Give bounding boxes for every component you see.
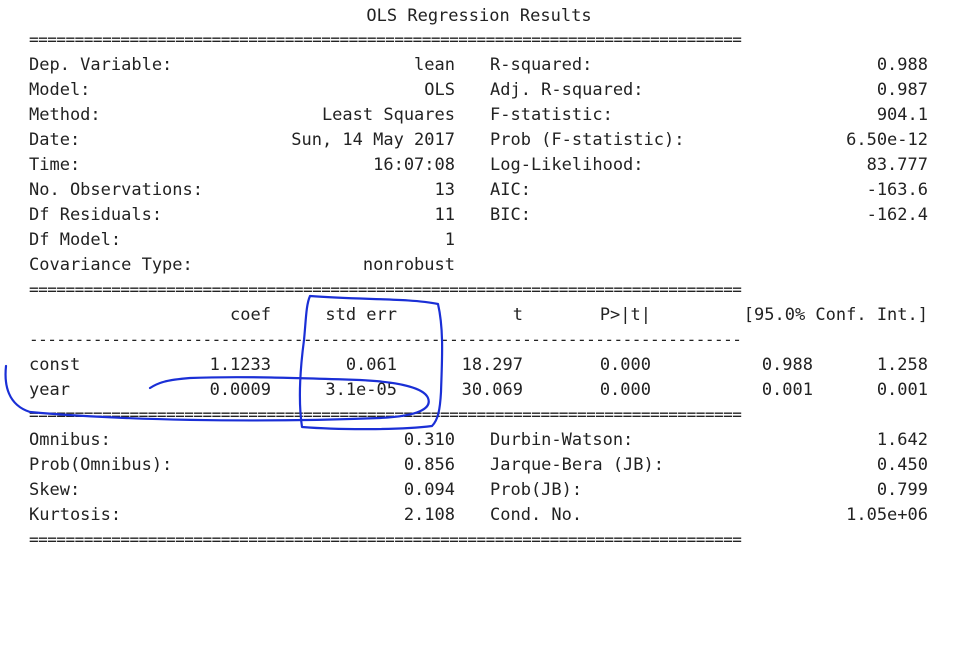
variable-name: year	[29, 380, 70, 400]
summary-stat-value: -162.4	[866, 205, 928, 225]
table-row: year 0.0009 3.1e-05 30.069 0.000 0.001 0…	[0, 378, 971, 403]
diagnostic-label: Kurtosis:	[29, 505, 122, 525]
summary-value: 1	[444, 230, 455, 250]
summary-row: Df Model: 1	[0, 228, 971, 253]
summary-value: 13	[434, 180, 455, 200]
p-value: 0.000	[599, 355, 651, 375]
diagnostic-stat-value: 1.642	[876, 430, 928, 450]
diagnostic-row: Skew: 0.094 Prob(JB): 0.799	[0, 478, 971, 503]
summary-stat-value: 0.987	[876, 80, 928, 100]
coef-header: coef	[230, 305, 271, 325]
summary-stat-value: 6.50e-12	[846, 130, 928, 150]
results-title: OLS Regression Results	[366, 6, 592, 26]
diagnostic-row: Kurtosis: 2.108 Cond. No. 1.05e+06	[0, 503, 971, 528]
summary-row: Df Residuals: 11 BIC: -162.4	[0, 203, 971, 228]
summary-stat-label: Prob (F-statistic):	[490, 130, 685, 150]
summary-value: 11	[434, 205, 455, 225]
summary-value: Sun, 14 May 2017	[291, 130, 455, 150]
diagnostic-stat-value: 0.450	[876, 455, 928, 475]
diagnostic-stat-label: Jarque-Bera (JB):	[490, 455, 664, 475]
diagnostic-stat-label: Durbin-Watson:	[490, 430, 634, 450]
summary-value: lean	[414, 55, 455, 75]
summary-label: Time:	[29, 155, 81, 175]
summary-row: Model: OLS Adj. R-squared: 0.987	[0, 78, 971, 103]
diagnostic-value: 2.108	[403, 505, 455, 525]
ci-high-value: 0.001	[876, 380, 928, 400]
summary-stat-value: 0.988	[876, 55, 928, 75]
diagnostic-value: 0.856	[403, 455, 455, 475]
diagnostic-label: Omnibus:	[29, 430, 111, 450]
variable-name: const	[29, 355, 81, 375]
summary-label: Df Model:	[29, 230, 122, 250]
t-header: t	[512, 305, 523, 325]
summary-value: nonrobust	[362, 255, 455, 275]
std-err-value: 0.061	[345, 355, 397, 375]
summary-stat-label: Log-Likelihood:	[490, 155, 644, 175]
coef-value: 0.0009	[209, 380, 271, 400]
summary-label: Dep. Variable:	[29, 55, 173, 75]
diagnostic-row: Omnibus: 0.310 Durbin-Watson: 1.642	[0, 428, 971, 453]
diagnostic-label: Prob(Omnibus):	[29, 455, 173, 475]
coef-header-row: coef std err t P>|t| [95.0% Conf. Int.]	[0, 303, 971, 328]
summary-row: Date: Sun, 14 May 2017 Prob (F-statistic…	[0, 128, 971, 153]
diagnostic-value: 0.094	[403, 480, 455, 500]
summary-value: 16:07:08	[373, 155, 455, 175]
ci-low-value: 0.988	[761, 355, 813, 375]
summary-value: Least Squares	[321, 105, 455, 125]
summary-stat-label: BIC:	[490, 205, 531, 225]
summary-row: No. Observations: 13 AIC: -163.6	[0, 178, 971, 203]
table-row: const 1.1233 0.061 18.297 0.000 0.988 1.…	[0, 353, 971, 378]
summary-row: Covariance Type: nonrobust	[0, 253, 971, 278]
std-err-header: std err	[325, 305, 397, 325]
summary-label: Date:	[29, 130, 81, 150]
coef-value: 1.1233	[209, 355, 271, 375]
diagnostic-value: 0.310	[403, 430, 455, 450]
summary-row: Dep. Variable: lean R-squared: 0.988	[0, 53, 971, 78]
summary-stat-value: 83.777	[866, 155, 928, 175]
diagnostic-stat-label: Prob(JB):	[490, 480, 583, 500]
summary-row: Time: 16:07:08 Log-Likelihood: 83.777	[0, 153, 971, 178]
summary-value: OLS	[424, 80, 455, 100]
ci-high-value: 1.258	[876, 355, 928, 375]
double-rule-bottom: ========================================…	[29, 533, 742, 547]
summary-stat-label: Adj. R-squared:	[490, 80, 644, 100]
ci-low-value: 0.001	[761, 380, 813, 400]
diagnostic-stat-value: 0.799	[876, 480, 928, 500]
summary-label: No. Observations:	[29, 180, 203, 200]
ols-results-page: OLS Regression Results =================…	[0, 6, 971, 547]
summary-stat-label: R-squared:	[490, 55, 593, 75]
single-rule: ----------------------------------------…	[29, 333, 742, 347]
p-value-header: P>|t|	[599, 305, 651, 325]
diagnostic-stat-label: Cond. No.	[490, 505, 583, 525]
summary-row: Method: Least Squares F-statistic: 904.1	[0, 103, 971, 128]
summary-label: Method:	[29, 105, 101, 125]
diagnostic-row: Prob(Omnibus): 0.856 Jarque-Bera (JB): 0…	[0, 453, 971, 478]
summary-stat-value: 904.1	[876, 105, 928, 125]
diagnostic-stat-value: 1.05e+06	[846, 505, 928, 525]
t-value: 30.069	[461, 380, 523, 400]
summary-stat-label: AIC:	[490, 180, 531, 200]
summary-label: Model:	[29, 80, 91, 100]
double-rule-top: ========================================…	[29, 33, 742, 47]
conf-int-header: [95.0% Conf. Int.]	[743, 305, 928, 325]
double-rule-lower: ========================================…	[29, 408, 742, 422]
summary-stat-label: F-statistic:	[490, 105, 613, 125]
p-value: 0.000	[599, 380, 651, 400]
double-rule-mid: ========================================…	[29, 283, 742, 297]
std-err-value: 3.1e-05	[325, 380, 397, 400]
t-value: 18.297	[461, 355, 523, 375]
summary-label: Df Residuals:	[29, 205, 163, 225]
summary-stat-value: -163.6	[866, 180, 928, 200]
summary-label: Covariance Type:	[29, 255, 193, 275]
diagnostic-label: Skew:	[29, 480, 81, 500]
